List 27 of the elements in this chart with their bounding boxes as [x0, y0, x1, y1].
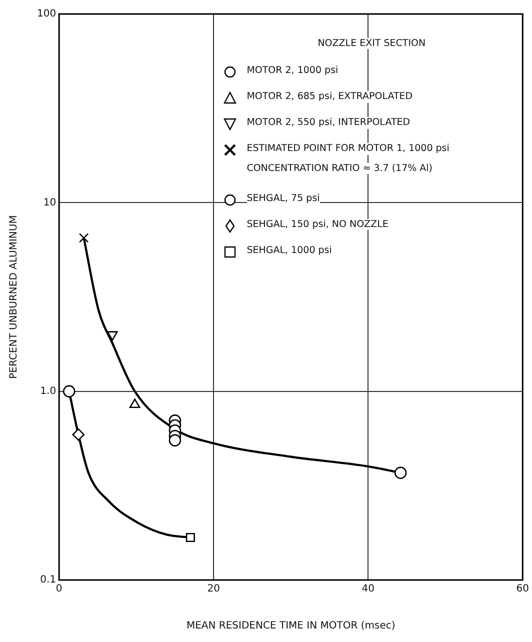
legend-label: MOTOR 2, 1000 psi: [246, 65, 338, 77]
point: [62, 385, 76, 398]
annotation: CONCENTRATION RATIO ≈ 3.7 (17% Al): [246, 163, 433, 174]
legend-label: SEHGAL, 75 psi: [246, 192, 320, 204]
point: [129, 398, 140, 408]
y-tick-label: 0.1: [40, 574, 56, 586]
point: [394, 466, 407, 479]
legend-label: MOTOR 2, 550 psi, INTERPOLATED: [246, 117, 410, 129]
legend-label: MOTOR 2, 685 psi, EXTRAPOLATED: [246, 91, 413, 103]
legend-label: ESTIMATED POINT FOR MOTOR 1, 1000 psi: [246, 143, 450, 155]
x-axis-title: MEAN RESIDENCE TIME IN MOTOR (msec): [186, 620, 396, 632]
point: [106, 331, 118, 341]
point: [72, 428, 85, 441]
y-tick-label: 1.0: [40, 386, 56, 397]
x-tick-label: 60: [516, 584, 530, 595]
y-tick-label: 100: [36, 8, 56, 20]
x-tick-label: 20: [207, 584, 220, 595]
legend-label: SEHGAL, 150 psi, NO NOZZLE: [246, 218, 388, 230]
legend-title: NOZZLE EXIT SECTION: [318, 38, 426, 49]
x-tick-label: 0: [56, 584, 62, 595]
x-tick-label: 40: [362, 584, 374, 595]
point: [186, 532, 195, 542]
y-tick-label: 10: [43, 197, 56, 208]
legend-label: SEHGAL, 1000 psi: [246, 244, 332, 256]
point: [168, 434, 182, 446]
y-axis-title: PERCENT UNBURNED ALUMINUM: [8, 215, 20, 379]
point: [78, 233, 89, 243]
